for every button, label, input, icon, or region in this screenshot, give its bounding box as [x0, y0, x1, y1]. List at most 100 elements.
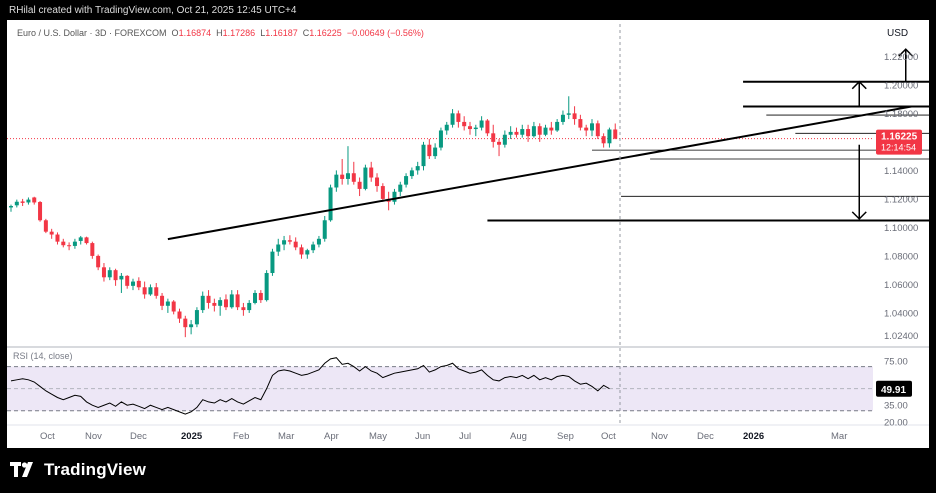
time-tick-label: 2025 [181, 431, 203, 442]
chart-panel: RSI (14, close) USD 1.22000 1.20000 1.18000… [7, 20, 936, 448]
candle [421, 141, 426, 171]
price-chart[interactable]: RSI (14, close) USD 1.22000 1.20000 1.18000… [7, 20, 936, 448]
candle [9, 204, 13, 212]
candle [328, 184, 333, 222]
candle [194, 307, 199, 328]
candle [160, 292, 165, 311]
candle-body [258, 292, 263, 301]
candle-body [555, 121, 560, 131]
candle-body [119, 275, 124, 280]
rsi-label: RSI (14, close) [13, 351, 73, 361]
candle-body [398, 184, 403, 192]
candle [334, 170, 339, 192]
candle [398, 181, 403, 197]
candle-body [450, 113, 455, 125]
candle [96, 254, 101, 271]
candle [462, 116, 467, 131]
price-tick-label: 1.22000 [884, 52, 918, 63]
candle-body [526, 129, 531, 137]
high-label: H [216, 28, 223, 38]
candle [177, 308, 182, 323]
candle-body [67, 245, 72, 247]
candle [433, 143, 438, 159]
countdown-value: 12:14:54 [881, 143, 916, 153]
price-tick-label: 1.04000 [884, 308, 918, 319]
time-tick-label: Oct [40, 431, 55, 442]
candle [531, 121, 536, 138]
candle [200, 291, 205, 313]
last-price-tag-box [876, 129, 922, 155]
candle-body [84, 237, 89, 244]
time-tick-label: Feb [233, 431, 249, 442]
rsi-value-label: 49.91 [881, 385, 906, 396]
trend-line [167, 105, 912, 241]
candle-body [444, 124, 449, 131]
candle [287, 235, 292, 245]
candle-body [531, 126, 536, 137]
rsi-value-tag: 49.91 [876, 380, 912, 397]
time-tick-label: Nov [651, 431, 668, 442]
time-tick-label: Aug [510, 431, 527, 442]
candle [165, 298, 170, 313]
change-value: −0.00649 (−0.56%) [346, 28, 424, 38]
candle-body [96, 255, 101, 268]
price-tick-label: 1.18000 [884, 109, 918, 120]
rsi-layer: RSI (14, close) [10, 351, 610, 415]
candle-body [61, 241, 66, 246]
candles-layer [9, 96, 618, 338]
candle [171, 300, 176, 315]
candle [520, 124, 525, 138]
candle-body [497, 141, 502, 145]
candle [247, 300, 252, 313]
candle-body [194, 310, 199, 325]
drawings-layer [167, 48, 936, 241]
price-tick-label: 1.12000 [884, 194, 918, 205]
credit-text: RHilal created with TradingView.com, Oct… [9, 5, 297, 16]
candle-body [311, 244, 316, 251]
candle [38, 201, 43, 222]
candle-body [253, 292, 258, 303]
time-tick-label: 2026 [743, 431, 764, 442]
candle-body [462, 121, 467, 127]
candle [572, 106, 577, 125]
candle [549, 121, 554, 135]
candle [264, 270, 269, 302]
candle-body [375, 177, 380, 187]
candle-body [590, 123, 594, 131]
candle [555, 119, 560, 132]
candle [78, 235, 83, 245]
candle [43, 218, 48, 234]
candle [49, 228, 54, 239]
candle [20, 198, 25, 207]
candle-body [340, 174, 345, 179]
candle-body [404, 176, 409, 185]
candle [148, 284, 153, 296]
candle [113, 268, 118, 286]
candle-body [473, 127, 478, 130]
candle-body [235, 294, 240, 308]
candle-body [316, 238, 321, 245]
candle [485, 119, 490, 137]
candle [136, 277, 141, 291]
candle-body [264, 273, 269, 301]
candle-body [456, 113, 461, 122]
tradingview-logo[interactable]: TradingView [10, 460, 146, 480]
rsi-band-layer [7, 138, 873, 412]
candle [107, 267, 112, 281]
candle-body [485, 120, 490, 134]
close-label: C [302, 28, 310, 38]
candle [526, 124, 531, 142]
candle-body [363, 167, 368, 189]
open-label: O [171, 28, 179, 38]
candle [154, 282, 159, 299]
candle [415, 161, 420, 175]
candle-body [49, 231, 54, 235]
candle-body [502, 134, 507, 145]
arrow-head [898, 48, 914, 57]
price-tick-label: 1.10000 [884, 223, 918, 234]
candle [125, 275, 130, 289]
candle-body [369, 167, 374, 178]
candle [444, 121, 449, 135]
symbol-name: Euro / U.S. Dollar · 3D · FOREXCOM [17, 28, 167, 38]
